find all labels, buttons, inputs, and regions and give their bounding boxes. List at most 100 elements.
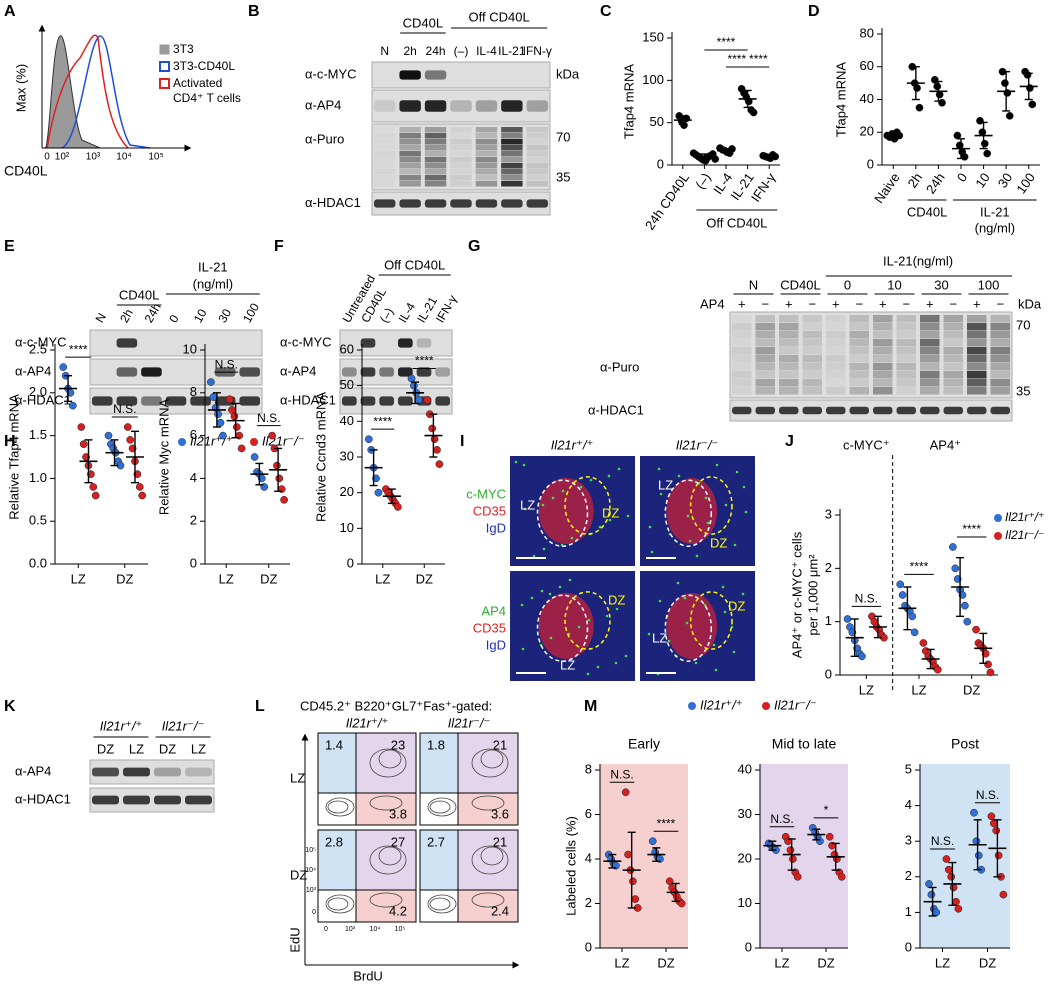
x-tick-label: LZ <box>935 955 950 970</box>
blot-smear <box>424 157 447 163</box>
legend-swatch <box>159 44 170 55</box>
blot-band <box>185 767 212 777</box>
blot-smear <box>990 371 1010 379</box>
blot <box>729 311 1013 399</box>
contour <box>471 892 505 908</box>
data-point <box>949 883 958 892</box>
blot-smear <box>967 363 987 371</box>
blot-band <box>416 367 432 377</box>
row-label: α-HDAC1 <box>280 392 336 407</box>
x-tick-label: 10³ <box>345 926 356 933</box>
zone-outline <box>689 476 733 535</box>
x-tick-label: DZ <box>657 955 674 970</box>
blot-band <box>360 338 376 348</box>
zone-label: LZ <box>560 657 575 672</box>
y-tick-label: 3 <box>905 833 912 848</box>
stain-dot <box>650 550 654 554</box>
blot-smear <box>501 169 523 175</box>
y-axis-label: Labeled cells (%) <box>563 816 578 916</box>
y-tick-label: 8 <box>190 384 197 399</box>
blot-band <box>92 795 119 805</box>
blot-smear <box>920 315 940 323</box>
blot-smear <box>849 331 869 339</box>
data-point <box>858 652 866 661</box>
blot-smear <box>802 339 822 347</box>
data-point <box>1005 112 1014 120</box>
blot-smear <box>873 315 893 323</box>
blot-smear <box>943 363 963 371</box>
lane-label: 24h <box>426 44 446 58</box>
blot-smear <box>990 355 1010 363</box>
data-point <box>992 826 1001 835</box>
y-tick-label: 1.0 <box>29 470 47 485</box>
blot-smear <box>475 157 498 163</box>
stain-label: AP4 <box>481 603 506 618</box>
y-tick-label: 1.5 <box>29 427 47 442</box>
stain-region <box>666 478 718 544</box>
blot-smear <box>802 379 822 387</box>
data-point <box>976 116 984 125</box>
blot-smear <box>424 139 447 145</box>
blot-band <box>379 396 394 406</box>
blot-smear <box>755 347 775 355</box>
blot-smear <box>526 145 548 151</box>
y-tick-label: 10⁵ <box>305 847 316 854</box>
data-point <box>1001 79 1009 87</box>
y-tick-label: 20 <box>340 484 354 499</box>
significance-label: N.S. <box>770 812 793 826</box>
blot-smear <box>732 323 752 331</box>
blot-smear <box>779 371 799 379</box>
flow-frame <box>419 732 519 826</box>
blot-smear <box>424 175 447 181</box>
zone-label: LZ <box>520 497 535 512</box>
blot-smear <box>424 133 447 139</box>
blot-band <box>896 406 916 415</box>
blot-smear <box>943 331 963 339</box>
data-point <box>925 880 933 888</box>
blot-smear <box>967 323 987 331</box>
legend-label: Il21r⁺/⁺ <box>700 697 743 712</box>
blot-smear <box>896 363 916 371</box>
data-point <box>919 639 928 647</box>
zone-outline <box>536 594 589 662</box>
data-point <box>414 396 423 404</box>
data-point <box>951 564 960 573</box>
lane-label: 10 <box>887 277 901 292</box>
quadrant-value: 21 <box>493 834 507 849</box>
blot-smear <box>755 379 775 387</box>
blot-smear <box>374 169 396 175</box>
blot-smear <box>374 139 395 145</box>
plot-title: Mid to late <box>772 736 837 752</box>
lane-label: IL-4 <box>396 300 419 325</box>
blot-smear <box>920 323 940 331</box>
data-point <box>624 850 632 859</box>
blot-smear <box>501 139 523 145</box>
blot-band <box>379 367 394 377</box>
stain-region <box>538 478 594 544</box>
data-point <box>910 628 919 637</box>
lane-label: N <box>93 311 109 326</box>
data-point <box>629 877 637 886</box>
sign-label: − <box>808 296 816 311</box>
y-tick-label: 10 <box>340 520 354 535</box>
blot-smear <box>802 323 822 331</box>
data-point <box>1026 84 1034 92</box>
blot-smear <box>920 379 940 387</box>
data-point <box>961 601 969 610</box>
significance-label: **** <box>910 560 929 574</box>
quadrant-value: 2.7 <box>427 834 445 849</box>
blot-smear <box>873 339 893 347</box>
y-tick-label: 0 <box>745 939 752 954</box>
blot-smear <box>779 315 799 323</box>
blot-smear <box>755 355 775 363</box>
column-label: Il21r⁻/⁻ <box>676 437 719 452</box>
stain-dot <box>658 599 662 603</box>
stain-dot <box>732 650 736 654</box>
contour <box>378 749 402 769</box>
significance-label: **** <box>717 35 736 49</box>
blot-smear <box>374 157 395 163</box>
y-tick-label: 2.5 <box>29 341 47 356</box>
blot-band <box>450 199 472 208</box>
blot-smear <box>990 339 1010 347</box>
